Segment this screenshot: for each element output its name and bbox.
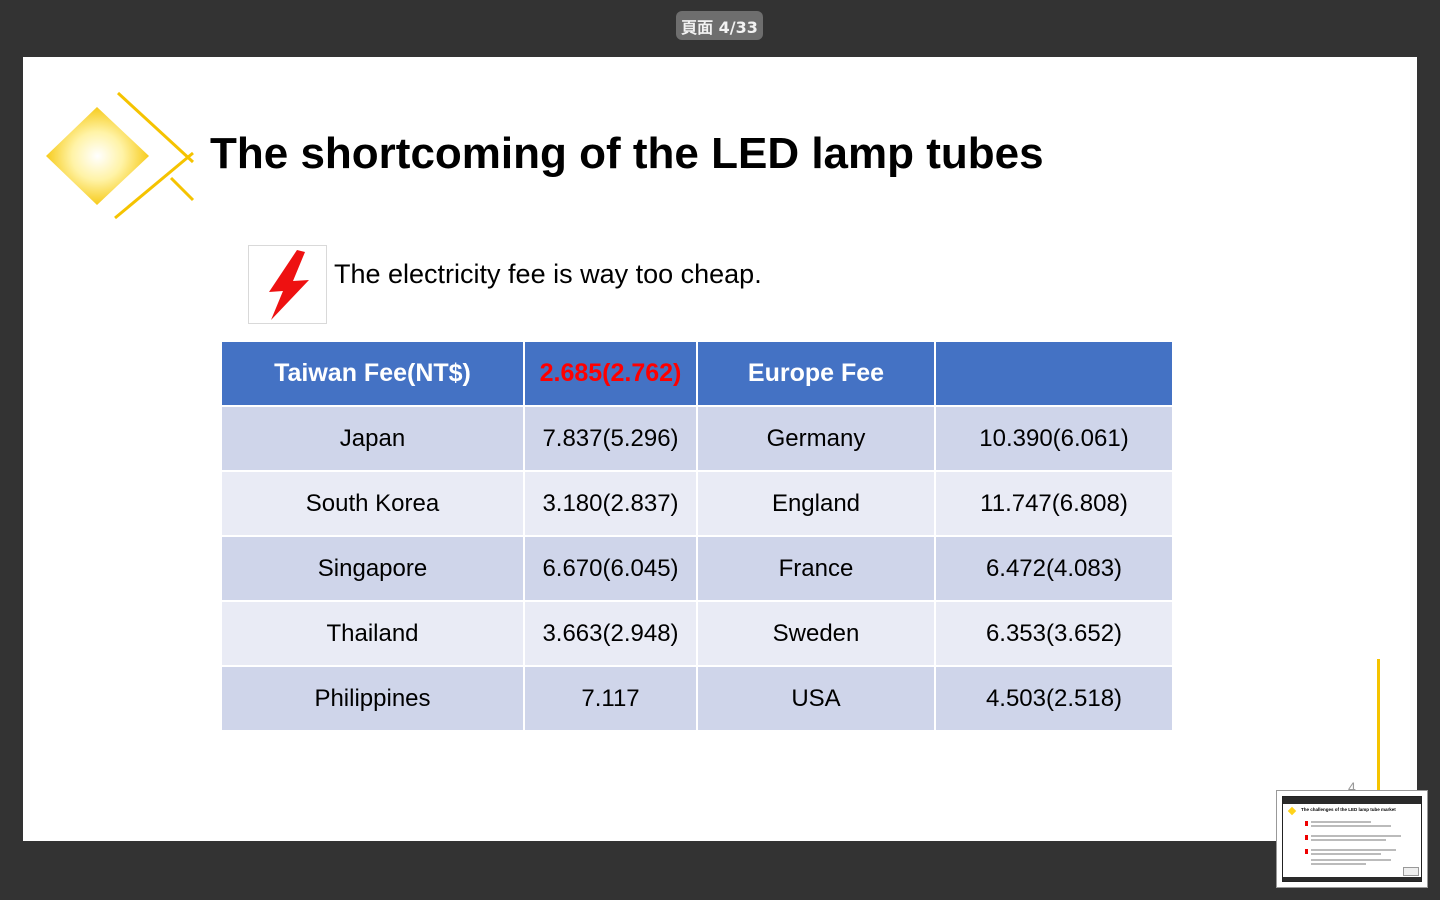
header-cell-taiwan-value: 2.685(2.762)	[523, 340, 698, 407]
table-cell: 4.503(2.518)	[934, 665, 1174, 732]
page-indicator: 頁面 4/33	[676, 11, 763, 40]
bullet-text: The electricity fee is way too cheap.	[334, 259, 762, 289]
table-row: South Korea 3.180(2.837) England 11.747(…	[220, 470, 1174, 537]
table-cell: 11.747(6.808)	[934, 470, 1174, 537]
slide-canvas: The shortcoming of the LED lamp tubes Th…	[23, 57, 1417, 841]
table-cell: 6.472(4.083)	[934, 535, 1174, 602]
thumbnail-text-line	[1311, 825, 1391, 827]
table-cell: Germany	[696, 405, 936, 472]
decorative-line	[1377, 659, 1380, 809]
thumbnail-text-line	[1311, 821, 1371, 823]
header-cell-empty	[934, 340, 1174, 407]
table-cell: 6.353(3.652)	[934, 600, 1174, 667]
table-row: Philippines 7.117 USA 4.503(2.518)	[220, 665, 1174, 732]
slide-thumbnail-preview[interactable]: The challenges of the LED lamp tube mark…	[1276, 790, 1428, 888]
table-cell: Philippines	[220, 665, 525, 732]
table-cell: 10.390(6.061)	[934, 405, 1174, 472]
thumbnail-text-line	[1311, 859, 1391, 861]
table-cell: 7.837(5.296)	[523, 405, 698, 472]
lightning-bolt-icon	[269, 250, 309, 320]
table-cell: Japan	[220, 405, 525, 472]
thumbnail-diamond-icon	[1287, 806, 1297, 816]
table-header-row: Taiwan Fee(NT$) 2.685(2.762) Europe Fee	[220, 340, 1174, 407]
table-cell: 7.117	[523, 665, 698, 732]
diamond-logo-icon	[46, 91, 195, 220]
table-cell: France	[696, 535, 936, 602]
table-row: Japan 7.837(5.296) Germany 10.390(6.061)	[220, 405, 1174, 472]
thumbnail-text-line	[1311, 849, 1396, 851]
table-cell: South Korea	[220, 470, 525, 537]
slide-title: The shortcoming of the LED lamp tubes	[210, 129, 1044, 178]
table-cell: England	[696, 470, 936, 537]
thumbnail-text-line	[1311, 839, 1386, 841]
thumbnail-resize-handle[interactable]	[1403, 867, 1419, 876]
table-cell: Singapore	[220, 535, 525, 602]
slide-number: 4	[1348, 779, 1356, 795]
table-cell: 3.663(2.948)	[523, 600, 698, 667]
thumbnail-title: The challenges of the LED lamp tube mark…	[1301, 807, 1396, 812]
thumbnail-top-bar	[1283, 797, 1421, 804]
thumbnail-text-line	[1311, 853, 1381, 855]
table-row: Singapore 6.670(6.045) France 6.472(4.08…	[220, 535, 1174, 602]
thumbnail-bolt-icon	[1305, 821, 1308, 826]
thumbnail-text-line	[1311, 863, 1366, 865]
table-cell: Thailand	[220, 600, 525, 667]
thumbnail-bottom-bar	[1283, 877, 1421, 881]
header-cell-taiwan: Taiwan Fee(NT$)	[220, 340, 525, 407]
thumbnail-bolt-icon	[1305, 849, 1308, 854]
table-cell: 3.180(2.837)	[523, 470, 698, 537]
thumbnail-bolt-icon	[1305, 835, 1308, 840]
table-cell: USA	[696, 665, 936, 732]
table-row: Thailand 3.663(2.948) Sweden 6.353(3.652…	[220, 600, 1174, 667]
thumbnail-slide: The challenges of the LED lamp tube mark…	[1282, 796, 1422, 882]
lightning-bolt-box	[248, 245, 327, 324]
table-cell: Sweden	[696, 600, 936, 667]
fee-table: Taiwan Fee(NT$) 2.685(2.762) Europe Fee …	[220, 340, 1174, 732]
header-cell-europe: Europe Fee	[696, 340, 936, 407]
table-cell: 6.670(6.045)	[523, 535, 698, 602]
thumbnail-text-line	[1311, 835, 1401, 837]
